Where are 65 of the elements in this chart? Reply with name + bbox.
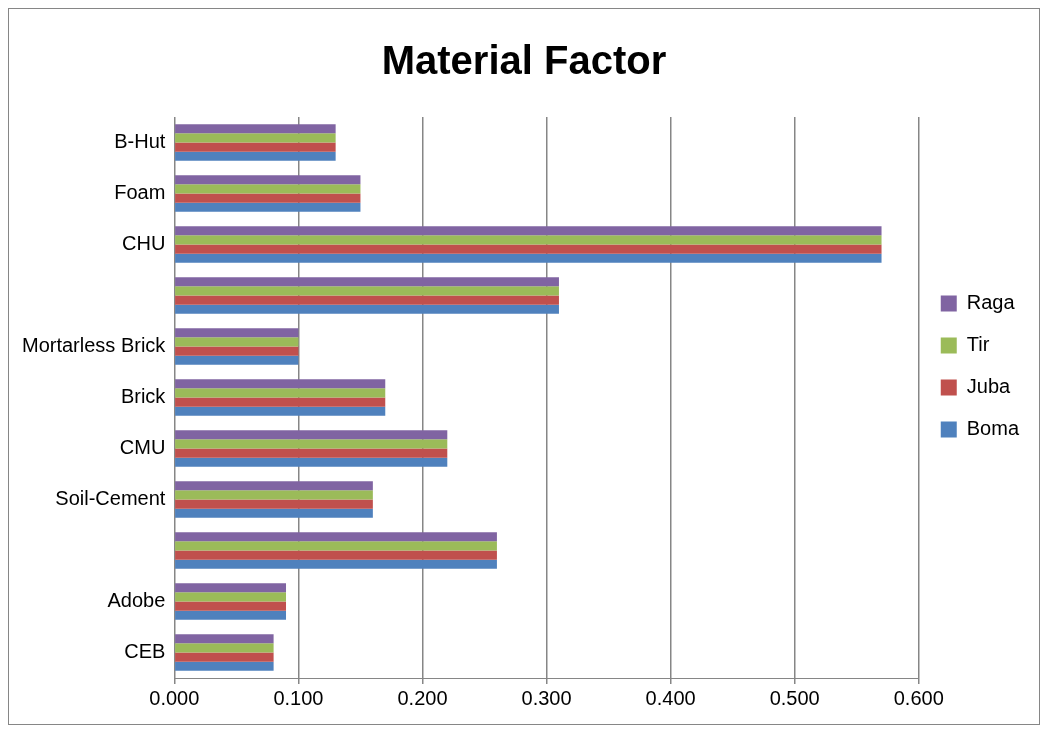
- y-tick-label: Soil-Cement: [55, 487, 166, 510]
- bar: [175, 277, 559, 287]
- x-tick-label: 0.200: [397, 686, 448, 709]
- chart-title: Material Factor: [381, 38, 667, 83]
- bar: [175, 643, 274, 653]
- legend-label: Raga: [966, 291, 1016, 314]
- legend-label: Boma: [966, 417, 1020, 440]
- bar: [175, 541, 497, 551]
- y-tick-label: CHU: [122, 232, 166, 255]
- bar: [175, 304, 559, 314]
- bar: [175, 388, 386, 398]
- y-tick-label: Foam: [114, 181, 166, 204]
- y-tick-label: Adobe: [107, 589, 166, 612]
- bar: [175, 286, 559, 296]
- bar: [175, 499, 373, 509]
- bar: [175, 550, 497, 560]
- bar: [175, 490, 373, 500]
- x-tick-label: 0.100: [273, 686, 324, 709]
- bar: [175, 133, 336, 143]
- y-tick-label: CEB: [124, 640, 166, 663]
- bar: [175, 355, 299, 365]
- bar: [175, 661, 274, 671]
- bar: [175, 601, 287, 611]
- bar: [175, 532, 497, 542]
- bar: [175, 583, 287, 593]
- y-tick-label: CMU: [119, 436, 166, 459]
- bar: [175, 406, 386, 416]
- bar: [175, 439, 448, 449]
- bar: [175, 481, 373, 491]
- bar: [175, 379, 386, 389]
- bar: [175, 124, 336, 134]
- bar: [175, 634, 274, 644]
- bar: [175, 184, 361, 194]
- bar: [175, 328, 299, 338]
- bar: [175, 652, 274, 662]
- legend-label: Juba: [966, 375, 1011, 398]
- bar: [175, 142, 336, 152]
- bar: [175, 193, 361, 203]
- bar: [175, 397, 386, 407]
- bar: [175, 253, 882, 263]
- bar: [175, 235, 882, 245]
- bar: [175, 226, 882, 236]
- bar: [175, 559, 497, 569]
- y-tick-label: B-Hut: [114, 130, 166, 153]
- bar: [175, 295, 559, 305]
- legend-label: Tir: [966, 333, 990, 356]
- x-tick-label: 0.600: [893, 686, 944, 709]
- x-tick-label: 0.300: [521, 686, 572, 709]
- bar: [175, 337, 299, 347]
- bar: [175, 430, 448, 440]
- bar: [175, 244, 882, 254]
- y-tick-label: Brick: [120, 385, 167, 408]
- bar: [175, 346, 299, 356]
- y-tick-label: Mortarless Brick: [21, 334, 167, 357]
- bar: [175, 175, 361, 185]
- bar: [175, 202, 361, 212]
- bar: [175, 592, 287, 602]
- bar: [175, 457, 448, 467]
- x-tick-label: 0.500: [769, 686, 820, 709]
- bar: [175, 151, 336, 161]
- bar: [175, 508, 373, 518]
- x-tick-label: 0.000: [149, 686, 200, 709]
- bar: [175, 610, 287, 620]
- bar: [175, 448, 448, 458]
- x-tick-label: 0.400: [645, 686, 696, 709]
